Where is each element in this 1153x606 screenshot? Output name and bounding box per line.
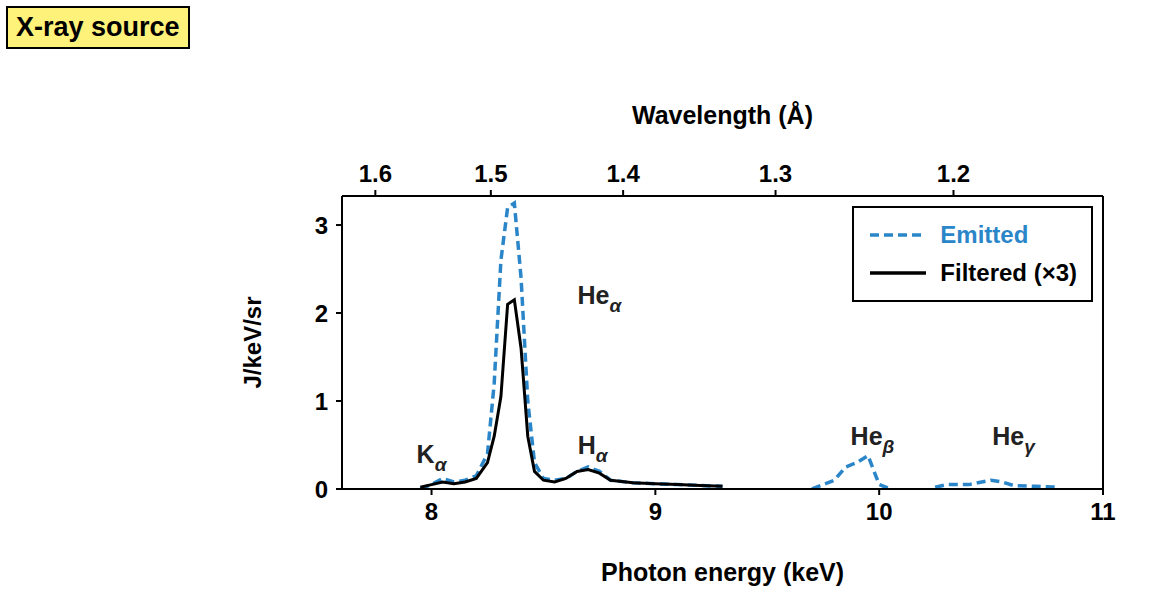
svg-text:Heα: Heα (578, 281, 623, 316)
svg-text:1.5: 1.5 (474, 160, 507, 187)
svg-text:Photon energy (keV): Photon energy (keV) (601, 558, 844, 586)
html-text:Emitted: Emitted (940, 221, 1029, 248)
svg-text:11: 11 (1090, 498, 1115, 525)
svg-text:Kα: Kα (417, 440, 448, 475)
svg-text:Hα: Hα (578, 431, 609, 466)
svg-text:3: 3 (315, 212, 328, 239)
svg-text:Heγ: Heγ (992, 422, 1036, 457)
svg-text:Wavelength (Å): Wavelength (Å) (632, 101, 813, 129)
svg-text:8: 8 (425, 498, 438, 525)
svg-text:1.4: 1.4 (606, 160, 640, 187)
svg-text:2: 2 (315, 300, 328, 327)
svg-text:1.3: 1.3 (759, 160, 792, 187)
html-text:X-ray source: X-ray source (16, 12, 180, 42)
svg-text:1: 1 (315, 388, 328, 415)
svg-text:1.6: 1.6 (359, 160, 392, 187)
svg-text:0: 0 (315, 476, 328, 503)
svg-text:1.2: 1.2 (937, 160, 970, 187)
html-text:Filtered (×3): Filtered (×3) (940, 259, 1077, 286)
svg-text:Heβ: Heβ (851, 422, 895, 457)
svg-text:10: 10 (866, 498, 893, 525)
svg-text:9: 9 (649, 498, 662, 525)
svg-text:J/keV/sr: J/keV/sr (239, 296, 266, 388)
